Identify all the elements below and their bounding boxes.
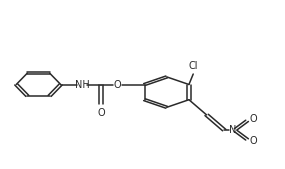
Text: O: O	[249, 136, 257, 146]
Text: Cl: Cl	[188, 61, 198, 71]
Text: O: O	[114, 79, 121, 90]
Text: O: O	[249, 114, 257, 124]
Text: O: O	[97, 108, 105, 118]
Text: NH: NH	[75, 79, 89, 90]
Text: N: N	[229, 125, 237, 135]
